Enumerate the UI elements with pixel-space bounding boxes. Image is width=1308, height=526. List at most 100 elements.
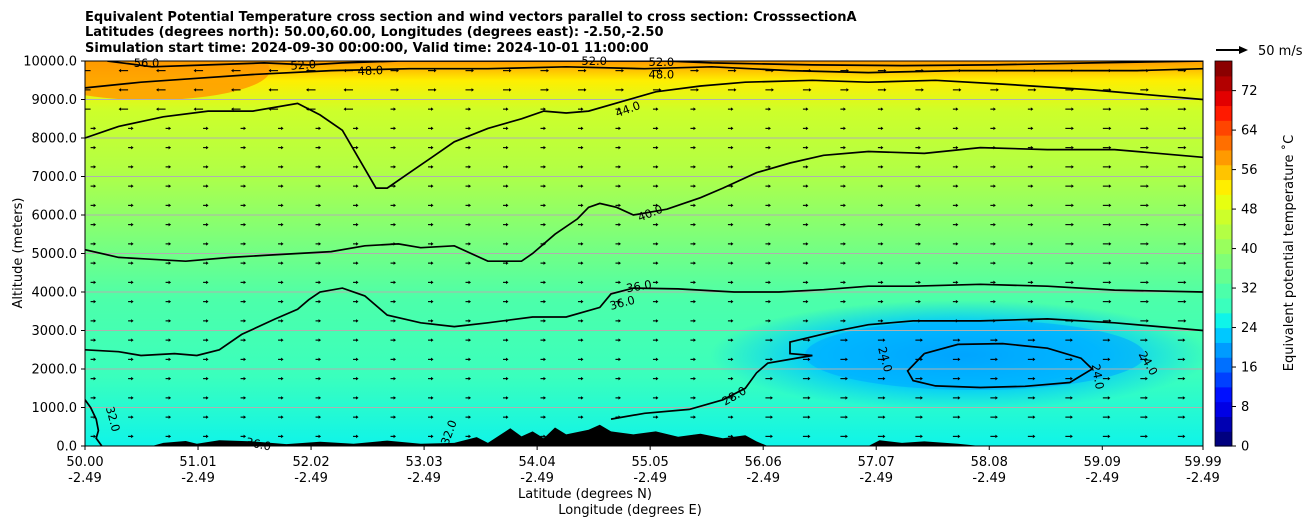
wind-vector-head — [882, 338, 886, 342]
wind-vector-head — [880, 299, 884, 304]
wind-vector-head — [693, 107, 696, 111]
wind-vector-head — [543, 126, 546, 131]
wind-vector-head — [243, 376, 247, 381]
wind-vector-head — [768, 319, 771, 323]
wind-vector-head — [580, 261, 584, 265]
wind-vector-head — [693, 338, 696, 342]
wind-vector-head — [918, 126, 921, 131]
wind-vector-head — [156, 68, 159, 73]
wind-vector-head — [1032, 396, 1036, 400]
wind-vector-head — [356, 184, 359, 188]
wind-vector-head — [580, 338, 584, 342]
wind-vector-head — [920, 396, 923, 400]
colorbar-label: Equivalent potential temperature ˚C — [1281, 135, 1297, 371]
wind-vector-head — [93, 319, 97, 323]
wind-vector-head — [1183, 88, 1187, 92]
wind-vector-head — [356, 415, 359, 419]
wind-vector-head — [505, 165, 509, 169]
wind-vector-head — [957, 396, 961, 400]
wind-vector-head — [768, 203, 771, 208]
wind-vector-head — [168, 299, 172, 304]
wind-vector-head — [281, 145, 284, 150]
wind-vector-head — [168, 415, 172, 419]
wind-vector-head — [580, 280, 584, 285]
wind-vector-head — [281, 203, 284, 208]
y-tick-label: 10000.0 — [23, 55, 77, 70]
wind-vector-head — [1071, 299, 1074, 304]
wind-vector-head — [618, 165, 621, 169]
contour-label: 48.0 — [649, 67, 675, 81]
wind-vector-head — [768, 222, 771, 227]
wind-vector-head — [281, 261, 284, 265]
wind-vector-head — [393, 165, 397, 169]
colorbar-tick-label: 64 — [1241, 124, 1258, 139]
wind-vector-head — [655, 203, 659, 208]
wind-vector-head — [281, 242, 284, 246]
wind-vector-head — [1032, 434, 1036, 439]
y-tick-label: 9000.0 — [32, 93, 78, 108]
wind-vector-head — [343, 107, 347, 111]
colorbar-segment — [1215, 401, 1232, 417]
wind-vector-head — [843, 242, 846, 246]
x-tick-label-longitude: -2.49 — [633, 471, 667, 486]
wind-vector-head — [1183, 165, 1187, 169]
wind-vector-head — [543, 357, 546, 362]
wind-vector-head — [730, 280, 734, 285]
wind-vector-head — [955, 184, 959, 188]
colorbar-segment — [1215, 164, 1232, 181]
wind-vector-head — [730, 338, 734, 342]
wind-vector-head — [1182, 376, 1186, 381]
colorbar-segment — [1215, 357, 1232, 373]
wind-vector-head — [843, 222, 846, 227]
wind-vector-head — [618, 299, 621, 304]
colorbar-segment — [1215, 253, 1232, 269]
wind-vector-head — [655, 145, 659, 150]
wind-vector-head — [843, 203, 846, 208]
colorbar-segment — [1215, 135, 1232, 151]
wind-vector-head — [1032, 338, 1036, 342]
wind-vector-head — [543, 299, 546, 304]
wind-vector-head — [1071, 145, 1074, 150]
wind-vector-head — [807, 376, 811, 381]
wind-vector-head — [918, 280, 921, 285]
wind-vector-head — [318, 184, 322, 188]
wind-vector-head — [621, 88, 624, 92]
colorbar-segment — [1215, 105, 1232, 121]
wind-vector-head — [770, 376, 773, 381]
wind-vector-head — [393, 357, 397, 362]
wind-vector-head — [618, 184, 621, 188]
wind-vector-head — [1183, 126, 1187, 131]
wind-vector-head — [995, 415, 998, 419]
title-block: Equivalent Potential Temperature cross s… — [85, 10, 857, 56]
wind-vector-head — [580, 107, 584, 111]
wind-vector-head — [393, 261, 397, 265]
wind-vector-head — [580, 242, 584, 246]
wind-vector-head — [995, 357, 998, 362]
wind-vector-head — [770, 434, 773, 439]
wind-vector-head — [655, 396, 659, 400]
terrain-profile — [85, 424, 981, 446]
wind-vector-head — [1108, 242, 1112, 246]
wind-vector-head — [243, 299, 247, 304]
wind-vector-head — [843, 319, 846, 323]
wind-vector-head — [693, 376, 696, 381]
wind-vector-head — [281, 396, 284, 400]
wind-vector-head — [543, 203, 546, 208]
wind-vector-head — [955, 280, 959, 285]
wind-vector-head — [131, 357, 134, 362]
wind-vector-head — [580, 126, 584, 131]
wind-vector-head — [770, 415, 773, 419]
wind-vector-head — [1070, 434, 1073, 439]
wind-vector-head — [131, 396, 134, 400]
wind-vector-head — [770, 357, 773, 362]
wind-vector-head — [696, 88, 699, 92]
wind-vector-head — [93, 434, 97, 439]
wind-vector-head — [168, 261, 172, 265]
wind-vector-head — [318, 145, 322, 150]
wind-vector-head — [958, 88, 962, 92]
wind-vector-head — [693, 203, 696, 208]
wind-vector-head — [1071, 203, 1074, 208]
colorbar-segment — [1215, 194, 1232, 210]
y-tick-label: 6000.0 — [32, 209, 78, 224]
